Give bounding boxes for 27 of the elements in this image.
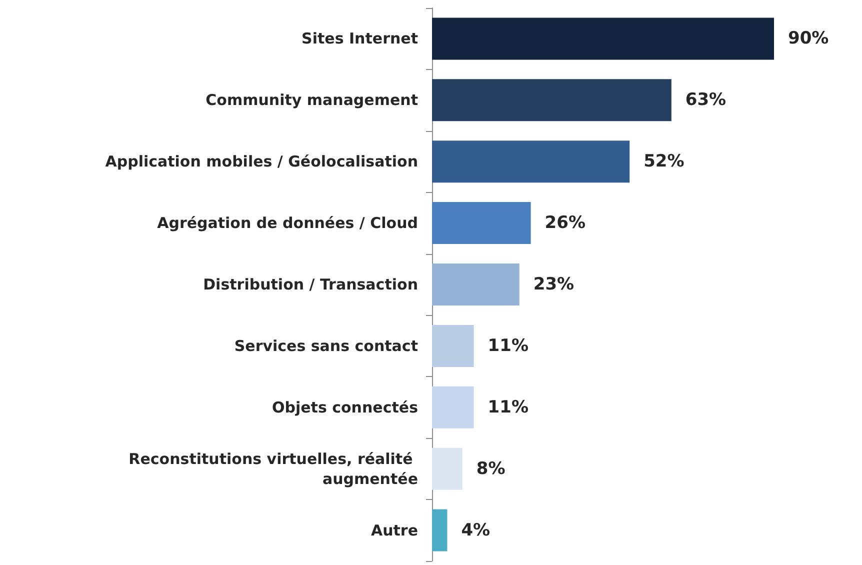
y-tick-label: Sites Internet [302,30,418,48]
data-label: 26% [544,213,586,234]
data-label: 52% [644,152,684,172]
data-label: 11% [488,336,529,356]
bar [432,264,520,306]
bar [432,324,474,367]
data-label: 11% [488,397,529,418]
y-tick-label: Application mobiles / Géolocalisation [105,152,418,171]
y-tick-label: Autre [370,521,418,540]
bar [432,448,462,490]
bar [432,18,774,60]
bar [432,509,448,552]
y-tick-label: Community management [206,91,418,110]
y-tick-label: Reconstitutions virtuelles, réalité augmentée [128,450,418,488]
data-label: 23% [533,274,574,294]
data-label: 90% [788,28,829,49]
y-tick-label: Distribution / Transaction [203,276,418,294]
bar [432,79,672,122]
data-label: 63% [685,90,726,110]
bar [432,140,630,183]
y-tick-label: Services sans contact [234,336,418,355]
y-tick-label: Agrégation de données / Cloud [157,214,418,232]
data-label: 4% [461,520,490,540]
y-tick-label: Objets connectés [272,398,418,416]
bar [432,386,474,428]
bar [432,202,531,244]
data-label: 8% [476,458,506,479]
